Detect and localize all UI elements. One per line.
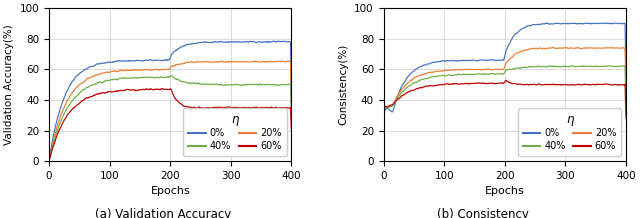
X-axis label: Epochs: Epochs [485,186,525,196]
X-axis label: Epochs: Epochs [150,186,190,196]
Text: (b) Consistency: (b) Consistency [437,208,529,218]
Legend: 0%, 40%, 20%, 60%: 0%, 40%, 20%, 60% [184,108,287,156]
Y-axis label: Consistency(%): Consistency(%) [339,44,349,125]
Text: (a) Validation Accuracy: (a) Validation Accuracy [95,208,231,218]
Legend: 0%, 40%, 20%, 60%: 0%, 40%, 20%, 60% [518,108,621,156]
Y-axis label: Validation Accuracy(%): Validation Accuracy(%) [4,24,14,145]
